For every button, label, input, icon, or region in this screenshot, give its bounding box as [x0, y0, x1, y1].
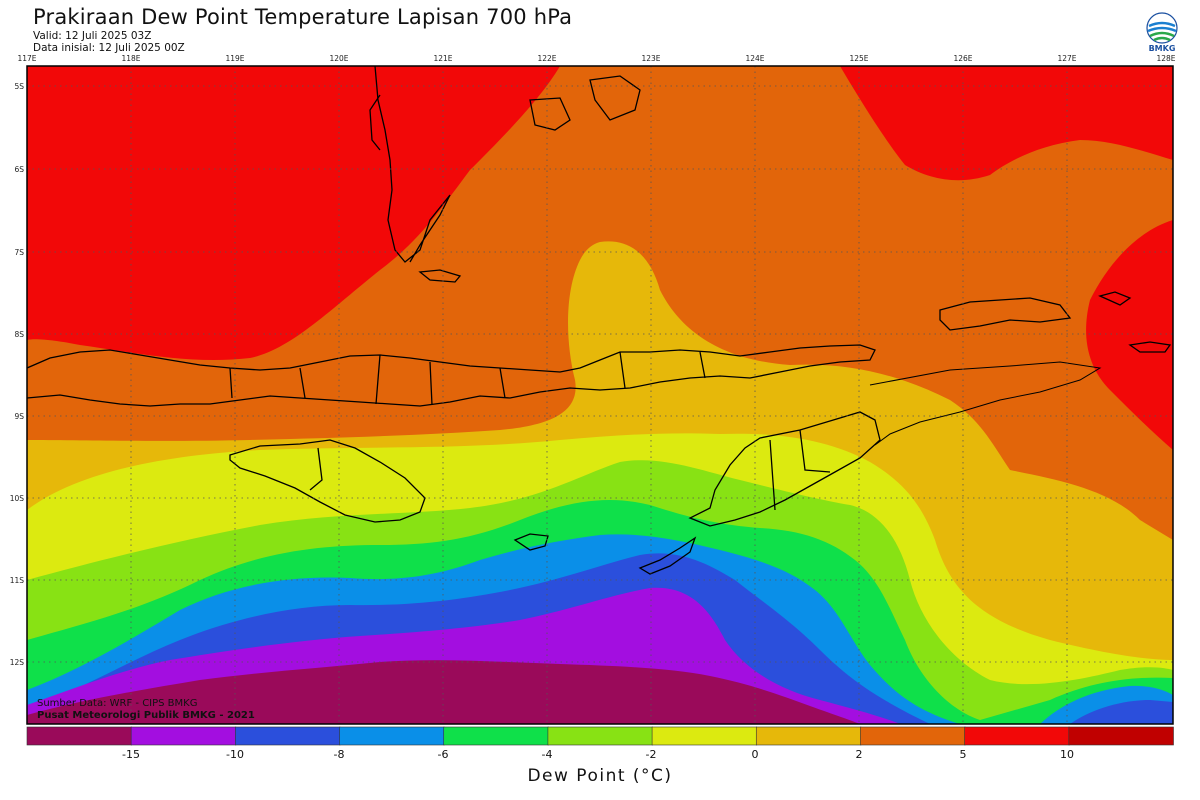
- lon-label: 117E: [17, 54, 36, 63]
- colorbar-swatch: [339, 726, 445, 746]
- lat-label: 11S: [10, 576, 25, 585]
- colorbar-swatch: [860, 726, 966, 746]
- valid-time: Valid: 12 Juli 2025 03Z: [33, 30, 152, 42]
- lon-label: 126E: [953, 54, 972, 63]
- colorbar-swatch: [755, 726, 862, 746]
- lon-label: 122E: [537, 54, 556, 63]
- colorbar: [26, 726, 1174, 746]
- bmkg-logo-icon: [1146, 12, 1178, 44]
- lon-label: 118E: [121, 54, 140, 63]
- map-frame: [26, 65, 1174, 725]
- initial-data-time: Data inisial: 12 Juli 2025 00Z: [33, 42, 185, 54]
- map-title: Prakiraan Dew Point Temperature Lapisan …: [33, 5, 573, 29]
- lat-label: 12S: [10, 658, 25, 667]
- lat-label: 9S: [14, 412, 24, 421]
- lat-label: 6S: [14, 165, 24, 174]
- colorbar-tick: -10: [226, 748, 244, 761]
- lat-label: 10S: [10, 494, 25, 503]
- lon-label: 127E: [1057, 54, 1076, 63]
- lon-label: 128E: [1156, 54, 1175, 63]
- coastlines: [27, 66, 1172, 575]
- colorbar-swatch: [651, 726, 758, 746]
- colorbar-title: Dew Point (°C): [527, 766, 673, 786]
- lon-label: 120E: [329, 54, 348, 63]
- source-line-1: Sumber Data: WRF - CIPS BMKG: [37, 698, 198, 709]
- colorbar-swatch: [964, 726, 1070, 746]
- colorbar-tick: -2: [645, 748, 657, 761]
- colorbar-tick: -6: [437, 748, 449, 761]
- source-line-2: Pusat Meteorologi Publik BMKG - 2021: [37, 710, 255, 721]
- colorbar-tick: -4: [541, 748, 553, 761]
- lat-label: 7S: [14, 248, 24, 257]
- map-header: Prakiraan Dew Point Temperature Lapisan …: [33, 4, 572, 54]
- longitude-labels: 117E 118E 119E 120E 121E 122E 123E 124E …: [17, 54, 1175, 63]
- colorbar-tick: -8: [333, 748, 345, 761]
- lat-label: 5S: [14, 82, 24, 91]
- lon-label: 121E: [433, 54, 452, 63]
- lon-label: 119E: [225, 54, 244, 63]
- colorbar-tick: 0: [751, 748, 759, 761]
- colorbar-tick: 2: [855, 748, 863, 761]
- colorbar-swatch: [547, 726, 653, 746]
- colorbar-tick: -15: [122, 748, 140, 761]
- lon-label: 125E: [849, 54, 868, 63]
- lat-label: 8S: [14, 330, 24, 339]
- colorbar-tick: 5: [959, 748, 967, 761]
- lon-label: 124E: [745, 54, 764, 63]
- colorbar-swatch: [130, 726, 237, 746]
- grid-lines: [27, 66, 1173, 724]
- colorbar-swatch: [26, 726, 132, 746]
- bmkg-logo-text: BMKG: [1148, 44, 1176, 53]
- colorbar-swatch: [235, 726, 341, 746]
- colorbar-swatch: [443, 726, 549, 746]
- lon-label: 123E: [641, 54, 660, 63]
- latitude-labels: 5S 6S 7S 8S 9S 10S 11S 12S: [10, 82, 25, 667]
- colorbar-swatch: [1068, 726, 1174, 746]
- colorbar-tick: 10: [1060, 748, 1074, 761]
- dew-point-field: [27, 66, 1173, 724]
- data-source: Sumber Data: WRF - CIPS BMKG Pusat Meteo…: [37, 698, 255, 722]
